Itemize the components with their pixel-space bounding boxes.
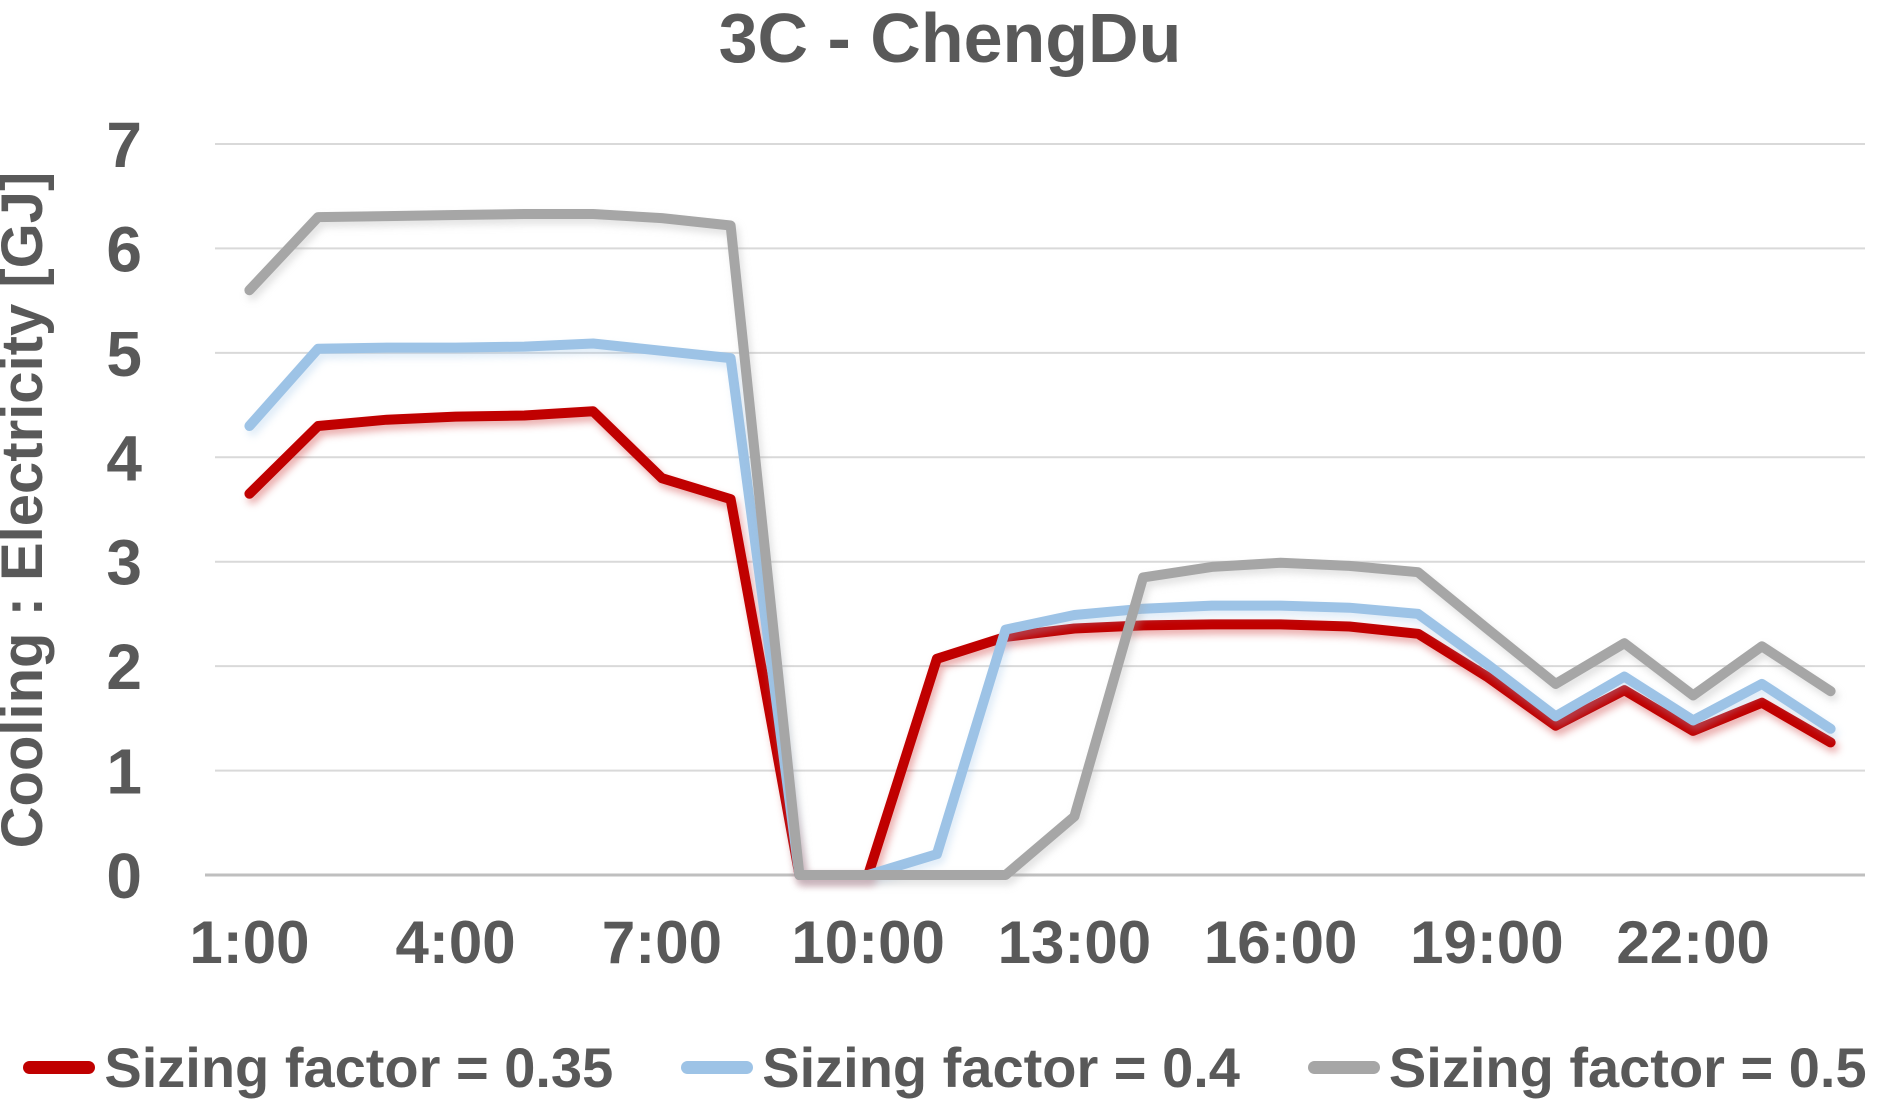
y-tick-label: 3 — [106, 527, 142, 599]
legend-swatch — [681, 1061, 754, 1074]
legend: Sizing factor = 0.35 Sizing factor = 0.4 S… — [0, 1030, 1890, 1105]
series-line-0 — [244, 406, 1836, 880]
y-tick-label: 2 — [106, 631, 142, 703]
legend-label: Sizing factor = 0.5 — [1388, 1036, 1867, 1099]
y-tick-label: 0 — [106, 840, 142, 912]
y-tick-label: 7 — [106, 109, 142, 181]
series-line-1 — [244, 338, 1836, 880]
y-tick-label: 4 — [106, 422, 142, 494]
x-tick-label: 7:00 — [602, 909, 722, 976]
legend-label: Sizing factor = 0.35 — [104, 1036, 614, 1099]
plot-region: 0 1 2 3 4 5 6 7 1:00 4:00 7:00 10:00 13:00 16:00 19:00… — [106, 109, 1865, 976]
x-tick-label: 1:00 — [189, 909, 309, 976]
legend-swatch — [23, 1061, 96, 1074]
legend-item: Sizing factor = 0.5 — [1307, 1035, 1867, 1100]
series-line-2 — [244, 209, 1836, 880]
x-tick-label: 4:00 — [396, 909, 516, 976]
x-tick-label: 10:00 — [791, 909, 944, 976]
legend-swatch — [1307, 1061, 1380, 1074]
y-tick-label: 1 — [106, 736, 142, 808]
chart-title: 3C - ChengDu — [719, 0, 1182, 77]
y-axis-title: Cooling : Electricity [GJ] — [0, 172, 55, 849]
line-chart: 3C - ChengDu Cooling : Electricity [GJ] … — [0, 0, 1865, 976]
legend-item: Sizing factor = 0.4 — [681, 1035, 1240, 1100]
legend-item: Sizing factor = 0.35 — [23, 1035, 613, 1100]
x-tick-label: 22:00 — [1616, 909, 1769, 976]
legend-label: Sizing factor = 0.4 — [762, 1036, 1240, 1099]
x-tick-label: 13:00 — [998, 909, 1151, 976]
x-tick-label: 19:00 — [1410, 909, 1563, 976]
x-tick-label: 16:00 — [1204, 909, 1357, 976]
y-tick-label: 6 — [106, 213, 142, 285]
y-tick-label: 5 — [106, 318, 142, 390]
